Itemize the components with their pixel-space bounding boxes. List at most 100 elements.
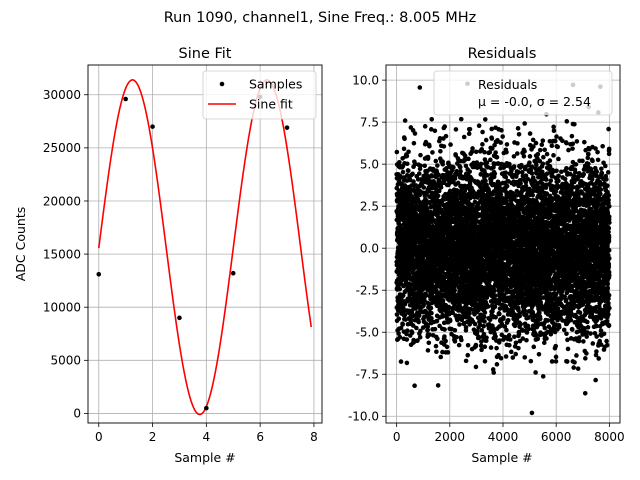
residual-point xyxy=(482,358,488,364)
residual-point xyxy=(507,342,512,348)
residual-point xyxy=(516,345,521,351)
sine-fit-legend-box xyxy=(202,70,317,120)
residual-point xyxy=(421,302,426,307)
residual-point xyxy=(435,163,440,168)
residual-point xyxy=(404,331,409,337)
residual-point xyxy=(414,325,419,331)
sine-fit-legend: Samples Sine fit xyxy=(202,70,317,120)
sample-point xyxy=(177,315,182,321)
residual-point xyxy=(457,164,463,170)
sine-fit-ytick-label: 0 xyxy=(73,407,81,421)
residual-point xyxy=(443,338,448,344)
residual-point xyxy=(402,312,408,317)
residual-point xyxy=(446,304,452,310)
residual-point xyxy=(515,141,520,146)
residual-point xyxy=(456,342,462,348)
residual-point xyxy=(517,313,523,319)
residual-point xyxy=(425,327,431,333)
residual-point xyxy=(434,349,439,355)
residual-point xyxy=(492,293,498,298)
residual-point xyxy=(418,163,423,168)
residual-point xyxy=(411,340,417,345)
residual-point xyxy=(481,314,487,320)
residual-point xyxy=(432,128,438,134)
residual-point xyxy=(465,352,471,358)
residual-point xyxy=(452,176,458,181)
residual-point xyxy=(513,340,519,346)
residual-point xyxy=(398,325,404,331)
residual-point xyxy=(409,330,415,336)
residual-point xyxy=(438,354,444,360)
residual-point xyxy=(423,202,429,208)
residual-point xyxy=(511,164,517,169)
residual-point xyxy=(516,132,522,137)
sine-fit-xtick-label: 6 xyxy=(256,430,264,444)
sample-point xyxy=(150,124,155,129)
residual-point xyxy=(440,349,445,355)
residual-point xyxy=(416,313,422,318)
residual-point xyxy=(448,190,453,196)
residual-point xyxy=(467,126,473,132)
residual-point xyxy=(488,157,493,163)
residual-point xyxy=(470,146,475,151)
residual-point xyxy=(402,136,407,142)
residual-point xyxy=(441,144,447,149)
residual-point xyxy=(429,316,434,321)
residual-point xyxy=(416,319,421,325)
residual-point xyxy=(459,337,464,343)
residual-point xyxy=(448,142,453,147)
residual-point xyxy=(463,325,469,330)
residual-point xyxy=(412,383,417,389)
residuals-panel: Residuals 0 2000 4000 6000 8000-10.0-7.5-5.0… xyxy=(348,46,625,465)
residual-point xyxy=(454,334,459,340)
sample-point xyxy=(230,270,236,276)
residual-point xyxy=(458,169,463,174)
residual-point xyxy=(396,316,402,322)
residual-point xyxy=(425,324,431,329)
residual-point xyxy=(521,153,527,159)
residual-point xyxy=(417,85,423,90)
residual-point xyxy=(503,174,509,180)
sine-fit-ylabel: ADC Counts xyxy=(13,207,28,282)
residual-point xyxy=(442,124,448,129)
residual-point xyxy=(481,323,486,329)
residual-point xyxy=(413,183,419,188)
residual-point xyxy=(483,137,489,143)
residual-point xyxy=(429,310,434,316)
residual-point xyxy=(518,321,524,327)
residual-point xyxy=(412,131,418,136)
residual-point xyxy=(498,140,503,145)
residual-point xyxy=(485,304,491,309)
residual-point xyxy=(515,126,521,131)
residual-point xyxy=(500,134,505,139)
residual-point xyxy=(435,336,440,342)
residual-point xyxy=(482,319,487,324)
residual-point xyxy=(498,192,504,197)
sine-fit-line xyxy=(97,79,313,416)
residual-point xyxy=(444,166,449,171)
legend-samples-label: Samples xyxy=(249,77,302,92)
residual-point xyxy=(427,332,432,338)
residual-point xyxy=(418,177,424,182)
residual-point xyxy=(397,334,403,340)
residual-point xyxy=(483,178,488,184)
residual-point xyxy=(436,188,442,194)
residual-point xyxy=(453,127,459,132)
sine-fit-xlabel: Sample # xyxy=(174,450,235,465)
residual-point xyxy=(522,355,528,360)
residual-point xyxy=(451,165,456,170)
residual-point xyxy=(499,128,504,133)
residual-point xyxy=(482,310,488,315)
residual-point xyxy=(398,359,404,364)
residual-point xyxy=(484,172,490,178)
sample-point xyxy=(284,125,290,130)
residual-point xyxy=(400,169,406,175)
residual-point xyxy=(524,337,529,343)
residual-point xyxy=(444,344,450,350)
sine-fit-plot-area xyxy=(96,79,313,416)
residual-point xyxy=(482,149,487,155)
residual-point xyxy=(488,345,494,350)
residual-point xyxy=(466,131,472,137)
residual-point xyxy=(494,362,500,367)
